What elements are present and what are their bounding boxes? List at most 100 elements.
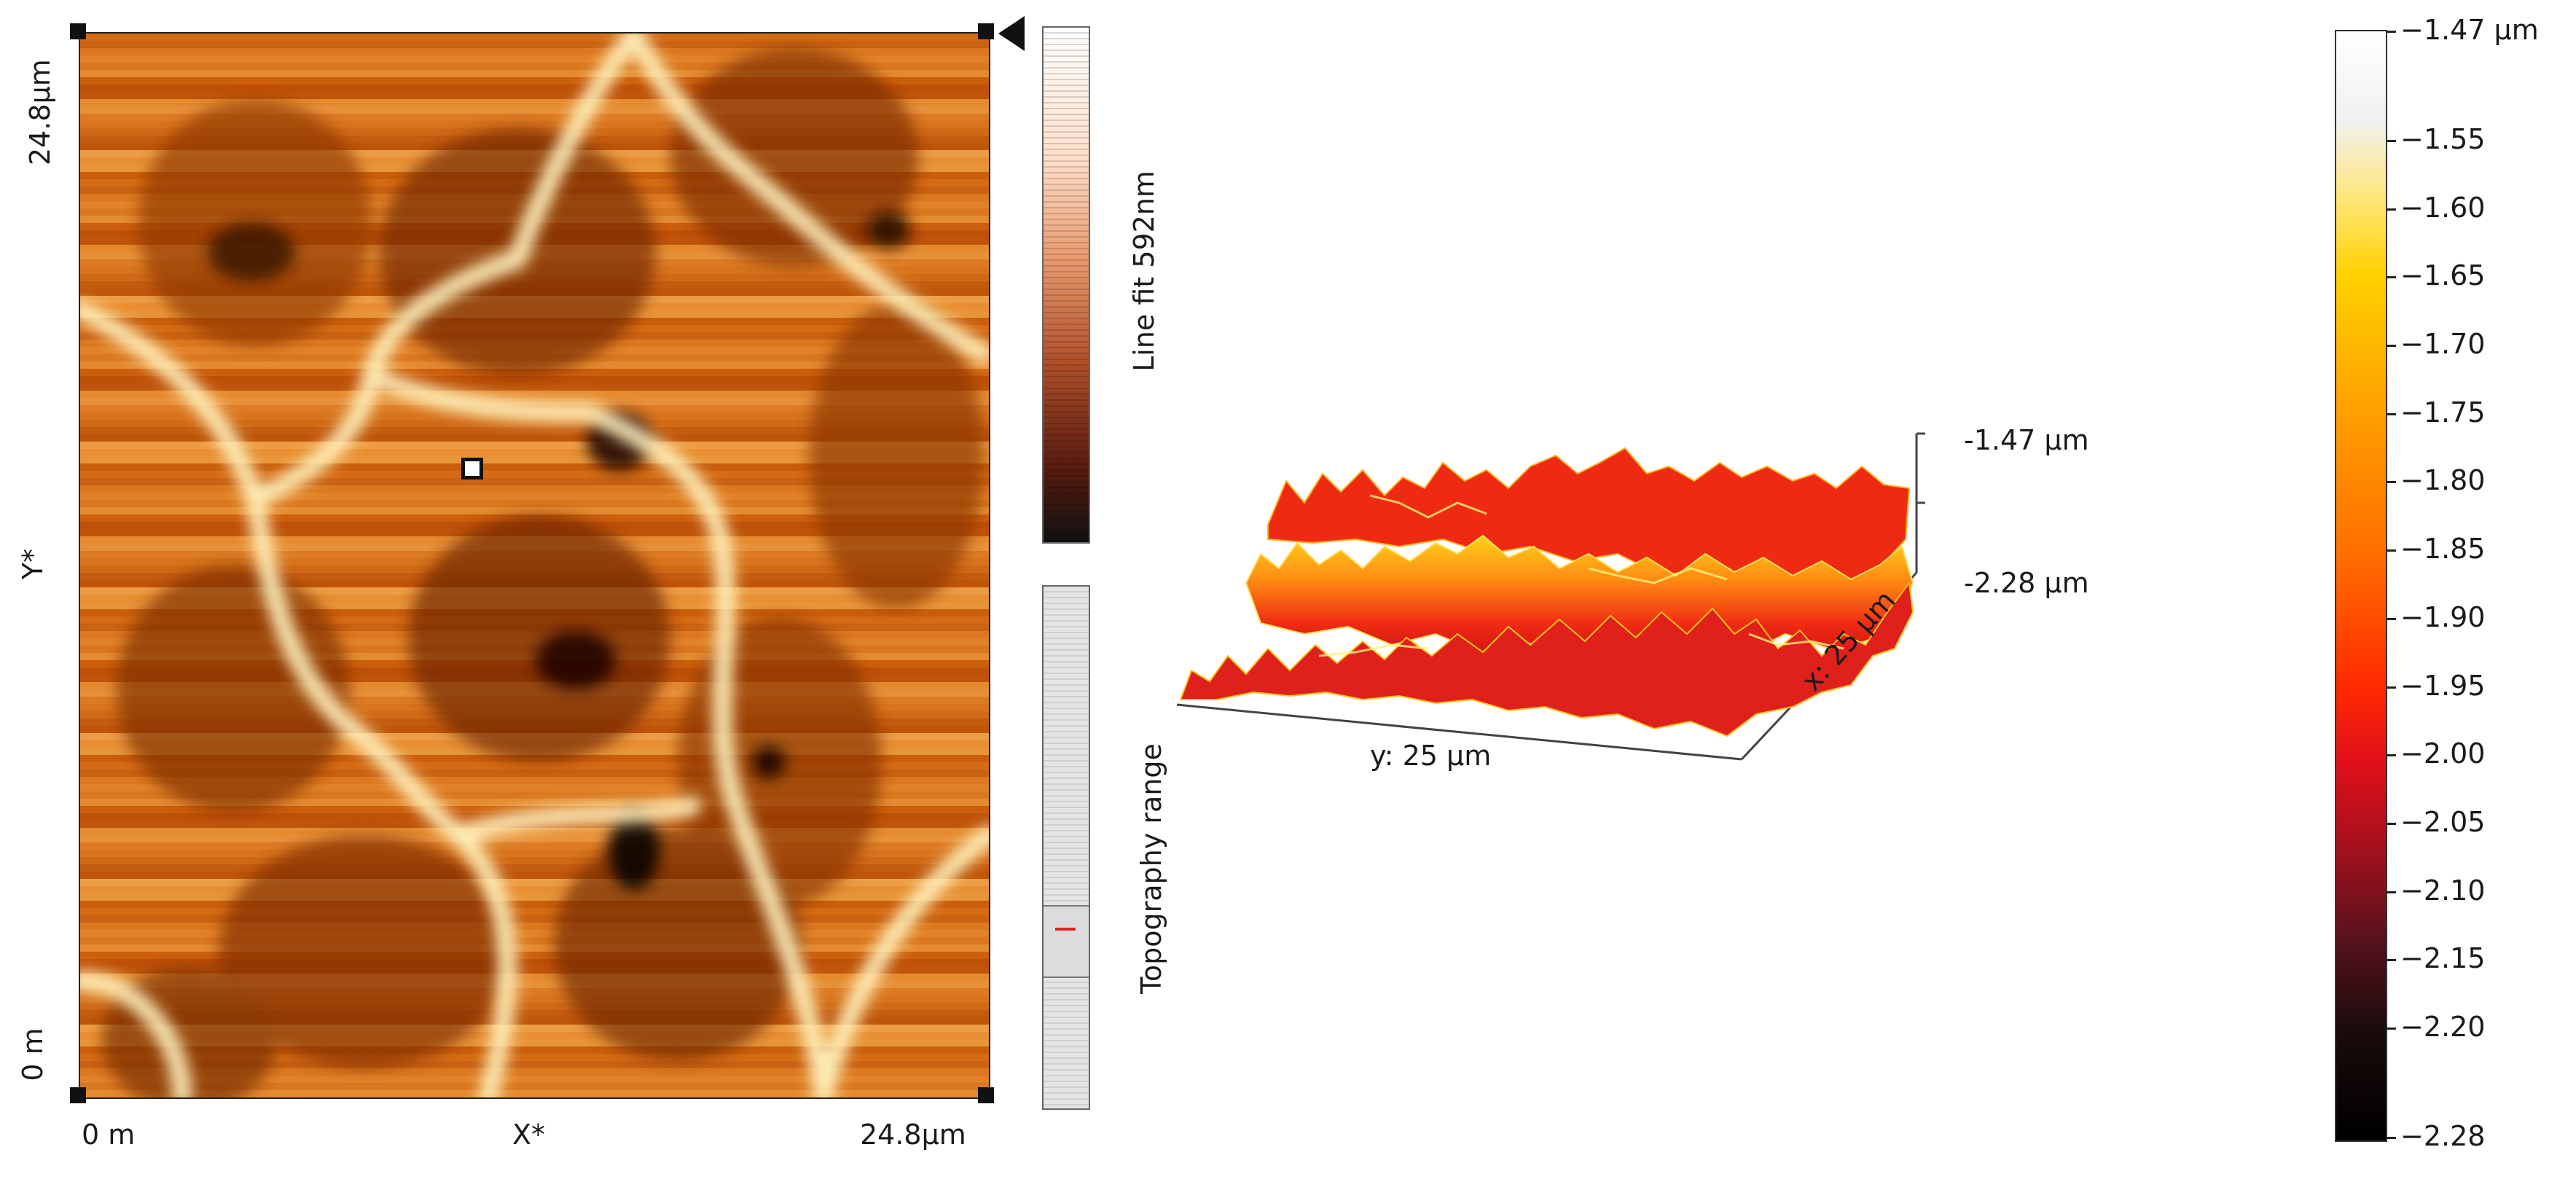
colorbar-tick-label: −1.47 µm: [2400, 14, 2539, 46]
scan-line: [80, 974, 989, 982]
colorbar-tick-mark: [2386, 139, 2396, 142]
scan-line: [80, 114, 989, 122]
height-colorbar: [2335, 30, 2387, 1142]
topography-range-bar[interactable]: [1042, 585, 1090, 1110]
scan-line: [80, 493, 989, 501]
scan-line: [80, 988, 989, 996]
y-axis-bottom-label: 0 m: [17, 1027, 49, 1081]
scan-line: [80, 864, 989, 872]
scan-line: [80, 1054, 989, 1062]
scan-line: [80, 791, 989, 799]
scan-line: [80, 442, 989, 450]
scan-line: [80, 376, 989, 384]
scan-line: [80, 770, 989, 778]
scan-line: [80, 1061, 989, 1069]
colorbar-tick-mark: [2386, 890, 2396, 893]
z-axis-top-label: -1.47 µm: [1964, 424, 2089, 456]
x-axis-mid-label: X*: [512, 1119, 546, 1151]
scan-line: [80, 835, 989, 843]
colorbar-tick-mark: [2386, 617, 2396, 620]
scan-line: [80, 1046, 989, 1054]
scan-line: [80, 427, 989, 435]
y-axis-top-label: 24.8µm: [24, 59, 56, 165]
colorbar-tick-label: −2.10: [2400, 874, 2486, 907]
colorbar-tick-label: −1.55: [2400, 122, 2486, 155]
scan-line: [80, 879, 989, 887]
x-axis-right-label: 24.8µm: [860, 1119, 966, 1151]
scan-line: [80, 1025, 989, 1033]
scan-line: [80, 995, 989, 1003]
scan-line: [80, 893, 989, 901]
scan-line: [80, 784, 989, 792]
corner-marker-top-right[interactable]: [978, 23, 994, 39]
colorbar-tick-mark: [2386, 822, 2396, 825]
line-fit-label: Line fit 592nm: [1128, 171, 1160, 372]
scan-line: [80, 34, 989, 42]
scan-line: [80, 944, 989, 952]
colorbar-tick-label: −2.15: [2400, 942, 2486, 975]
scan-line: [80, 1032, 989, 1040]
y-axis-mid-label: Y*: [17, 548, 49, 580]
center-marker[interactable]: [461, 458, 483, 479]
scan-line: [80, 391, 989, 399]
colorbar-tick-label: −1.90: [2400, 600, 2486, 633]
scan-line: [80, 398, 989, 406]
scan-line: [80, 41, 989, 49]
scan-line: [80, 828, 989, 836]
colorbar-tick-label: −1.85: [2400, 533, 2486, 565]
scan-line: [80, 777, 989, 785]
surface-3d-plot: [1176, 432, 1925, 761]
z-axis-bottom-label: -2.28 µm: [1964, 567, 2089, 599]
colorbar-tick-mark: [2386, 1027, 2396, 1030]
line-fit-bar[interactable]: [1042, 26, 1090, 544]
colorbar-tick-label: −2.20: [2400, 1011, 2486, 1044]
range-window[interactable]: [1044, 905, 1089, 978]
scan-line: [80, 886, 989, 894]
colorbar-tick-label: −1.60: [2400, 191, 2486, 224]
colorbar-tick-mark: [2386, 754, 2396, 757]
scan-line: [80, 463, 989, 471]
scan-line: [80, 842, 989, 850]
surface-front-edge: [1179, 581, 1914, 737]
scan-line: [80, 434, 989, 442]
scan-line: [80, 449, 989, 457]
scan-line: [80, 959, 989, 967]
scan-line: [80, 485, 989, 493]
colorbar-tick-mark: [2386, 686, 2396, 689]
scan-line: [80, 908, 989, 916]
scan-line: [80, 478, 989, 486]
scan-line: [80, 63, 989, 71]
scan-line: [80, 1090, 989, 1097]
scan-line: [80, 952, 989, 960]
colorbar-tick-label: −1.75: [2400, 396, 2486, 428]
surface-highlights: [1318, 494, 1844, 657]
scan-line: [80, 420, 989, 428]
colorbar-tick-label: −2.00: [2400, 737, 2486, 770]
y-axis-3d-label: y: 25 µm: [1370, 740, 1492, 772]
scan-line: [80, 500, 989, 508]
surface-back-ridge: [1267, 447, 1911, 599]
afm-topography-image[interactable]: [79, 32, 990, 1099]
colorbar-tick-mark: [2386, 549, 2396, 552]
colorbar-tick-mark: [2386, 345, 2396, 348]
x-axis-left-label: 0 m: [82, 1119, 136, 1151]
scan-line: [80, 383, 989, 391]
corner-marker-top-left[interactable]: [70, 23, 86, 39]
scan-line: [80, 92, 989, 100]
collapse-arrow-icon[interactable]: [998, 16, 1025, 51]
colorbar-tick-label: −2.05: [2400, 805, 2486, 838]
colorbar-tick-mark: [2386, 208, 2396, 211]
scan-line: [80, 70, 989, 78]
corner-marker-bottom-left[interactable]: [70, 1087, 86, 1103]
scan-line: [80, 799, 989, 807]
scan-line: [80, 1083, 989, 1091]
colorbar-tick-mark: [2386, 959, 2396, 962]
scan-line: [80, 471, 989, 479]
corner-marker-bottom-right[interactable]: [978, 1087, 994, 1103]
scan-line: [80, 85, 989, 93]
scan-line: [80, 966, 989, 974]
scan-line: [80, 106, 989, 114]
scan-line: [80, 915, 989, 923]
scan-line: [80, 762, 989, 770]
colorbar-tick-label: −1.70: [2400, 328, 2486, 361]
